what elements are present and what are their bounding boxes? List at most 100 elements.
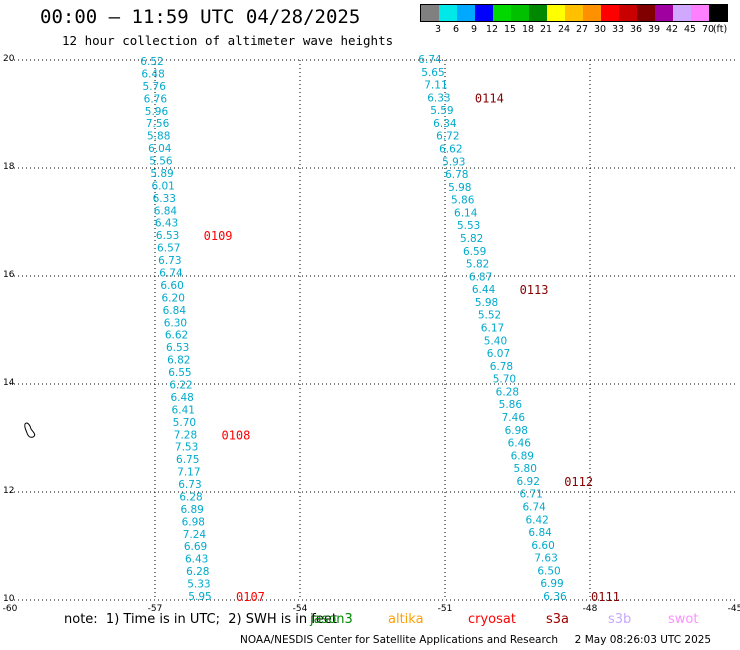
scale-label: 24 [557, 24, 571, 35]
wave-height-value: 6.07 [487, 348, 510, 360]
wave-height-value: 7.24 [183, 529, 207, 541]
latitude-tick-label: 18 [3, 162, 15, 172]
wave-height-value: 6.28 [496, 386, 519, 398]
scale-swatch [655, 5, 673, 21]
mission-s3a: s3a [546, 612, 570, 627]
wave-height-value: 6.17 [481, 323, 504, 335]
wave-height-value: 5.80 [514, 463, 537, 475]
latitude-tick-label: 20 [3, 54, 15, 64]
wave-height-value: 6.28 [179, 491, 202, 503]
wave-height-value: 7.28 [174, 429, 197, 441]
wave-height-value: 6.48 [170, 392, 193, 404]
scale-label: 9 [470, 24, 478, 35]
longitude-tick-label: -57 [148, 604, 163, 614]
wave-height-value: 5.52 [478, 310, 501, 322]
wave-height-value: 6.62 [439, 144, 462, 156]
wave-height-value: 6.92 [517, 476, 540, 488]
pass-time-label: 0108 [221, 428, 250, 442]
scale-swatch [511, 5, 529, 21]
wave-height-value: 6.84 [163, 305, 187, 317]
wave-height-value: 6.73 [158, 255, 181, 267]
wave-height-value: 6.57 [157, 243, 180, 255]
wave-height-value: 7.56 [146, 118, 170, 130]
wave-height-value: 6.52 [140, 56, 163, 68]
scale-swatch [439, 5, 457, 21]
wave-height-value: 6.78 [490, 361, 513, 373]
wave-height-value: 6.50 [537, 565, 560, 577]
wave-height-value: 6.36 [543, 591, 567, 603]
scale-label: 36 [629, 24, 643, 35]
wave-height-value: 5.82 [466, 259, 489, 271]
wave-height-value: 5.65 [421, 67, 444, 79]
wave-height-value: 6.74 [522, 502, 546, 514]
scale-swatch [457, 5, 475, 21]
wave-height-value: 6.98 [182, 516, 205, 528]
scale-label: 12 [485, 24, 499, 35]
wave-height-value: 5.53 [457, 220, 480, 232]
footer-credit: NOAA/NESDIS Center for Satellite Applica… [240, 634, 712, 646]
wave-height-value: 7.11 [424, 80, 447, 92]
scale-label: 70 [701, 24, 715, 35]
wave-height-value: 6.48 [141, 68, 164, 80]
scale-label: 39 [647, 24, 661, 35]
map-subtitle: 12 hour collection of altimeter wave hei… [62, 33, 394, 48]
scale-swatch [529, 5, 547, 21]
scale-swatch [475, 5, 493, 21]
longitude-tick-label: -54 [293, 604, 308, 614]
wave-height-value: 6.75 [176, 454, 199, 466]
wave-height-value: 6.01 [151, 180, 174, 192]
wave-height-value: 5.86 [451, 195, 475, 207]
wave-height-value: 6.53 [156, 230, 179, 242]
color-scale-labels: 3 6 9 12 15 18 21 24 27 30 33 36 39 42 45 70 (ft) [420, 22, 728, 36]
scale-swatch [565, 5, 583, 21]
wave-height-value: 6.89 [180, 504, 203, 516]
wave-height-value: 6.42 [525, 514, 548, 526]
wave-height-value: 6.22 [169, 379, 192, 391]
scale-label: 33 [611, 24, 625, 35]
wave-height-value: 6.82 [167, 355, 190, 367]
mission-s3b: s3b [608, 612, 632, 627]
scale-swatch [583, 5, 601, 21]
wave-height-value: 6.62 [165, 330, 188, 342]
wave-height-value: 5.96 [145, 106, 169, 118]
mission-cryosat: cryosat [468, 612, 516, 627]
scale-unit: (ft) [712, 24, 728, 35]
wave-height-value: 6.34 [433, 118, 457, 130]
latitude-tick-label: 12 [3, 486, 14, 496]
wave-height-value: 5.76 [143, 81, 167, 93]
wave-height-value: 5.95 [188, 591, 211, 603]
pass-time-label: 0114 [475, 91, 504, 105]
wave-height-value: 6.14 [454, 207, 478, 219]
scale-swatch [493, 5, 511, 21]
scale-label: 42 [665, 24, 679, 35]
scale-label: 6 [452, 24, 460, 35]
pass-time-label: 0109 [204, 229, 233, 243]
wave-height-value: 5.82 [460, 233, 483, 245]
longitude-tick-label: -51 [438, 604, 453, 614]
wave-height-value: 6.30 [164, 317, 187, 329]
wave-height-value: 7.53 [175, 442, 198, 454]
scale-label: 3 [434, 24, 442, 35]
wave-height-value: 6.73 [178, 479, 201, 491]
map-title: 00:00 – 11:59 UTC 04/28/2025 [40, 6, 361, 28]
scale-label: 15 [503, 24, 517, 35]
wave-height-value: 7.63 [534, 553, 557, 565]
wave-height-value: 6.33 [153, 193, 176, 205]
wave-height-value: 6.87 [469, 271, 492, 283]
wave-height-value: 6.84 [154, 205, 178, 217]
wave-height-value: 6.46 [508, 438, 532, 450]
scale-swatch [691, 5, 709, 21]
wave-height-value: 6.72 [436, 131, 459, 143]
wave-height-value: 5.59 [430, 105, 453, 117]
scale-swatch [709, 5, 727, 21]
wave-height-value: 5.93 [442, 156, 465, 168]
pass-time-label: 0111 [591, 590, 620, 604]
wave-height-value: 6.33 [427, 92, 450, 104]
color-scale-swatches [420, 4, 728, 22]
wave-height-value: 6.44 [472, 284, 496, 296]
scale-label: 18 [521, 24, 535, 35]
scale-swatch [637, 5, 655, 21]
wave-height-value: 6.69 [184, 541, 207, 553]
wave-height-value: 6.28 [186, 566, 209, 578]
